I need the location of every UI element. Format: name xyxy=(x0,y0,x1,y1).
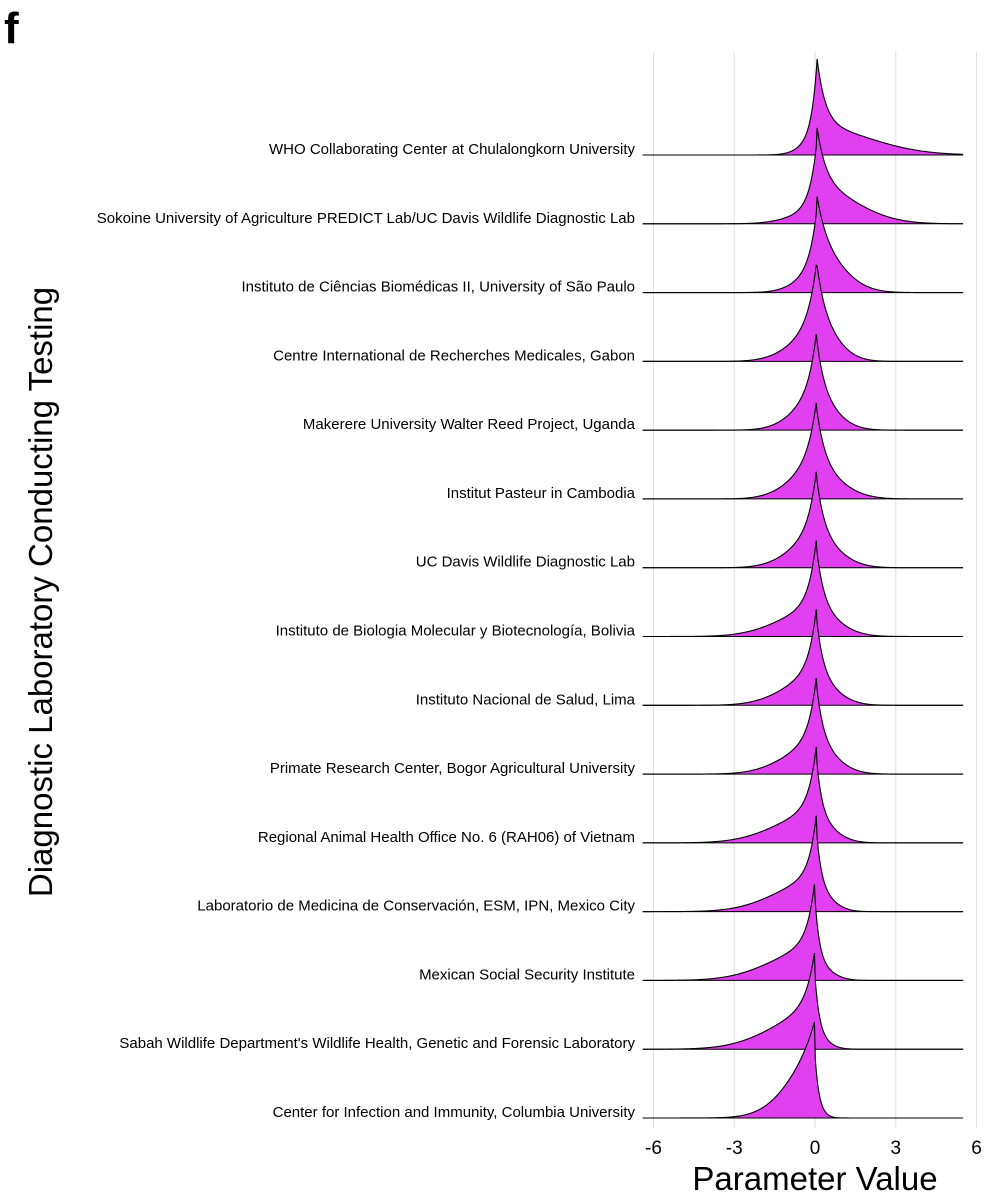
x-tick-label: -3 xyxy=(726,1138,743,1159)
ridge-fill xyxy=(642,334,964,431)
category-label: Institut Pasteur in Cambodia xyxy=(447,485,636,502)
ridge-fill xyxy=(642,265,964,362)
ridge-fill xyxy=(642,678,964,775)
ridges xyxy=(642,58,964,1119)
ridge-fill xyxy=(642,1022,964,1118)
ridge-fill xyxy=(642,815,964,912)
category-label: Sabah Wildlife Department's Wildlife Hea… xyxy=(119,1035,635,1052)
ridge-fill xyxy=(642,471,964,568)
category-label: Center for Infection and Immunity, Colum… xyxy=(273,1104,636,1121)
x-tick-label: 3 xyxy=(890,1138,901,1159)
ridge xyxy=(642,678,964,775)
ridge-fill xyxy=(642,746,964,843)
ridge xyxy=(642,196,964,294)
ridge-fill xyxy=(642,609,964,706)
panel-label: f xyxy=(4,4,19,53)
category-label: Instituto de Biologia Molecular y Biotec… xyxy=(276,623,636,640)
ridge xyxy=(642,540,964,638)
category-label: Mexican Social Security Institute xyxy=(419,966,635,983)
ridge xyxy=(642,402,964,500)
category-label: Instituto de Ciências Biomédicas II, Uni… xyxy=(241,279,635,296)
ridge-fill xyxy=(642,540,964,637)
ridge xyxy=(642,58,964,156)
category-label: UC Davis Wildlife Diagnostic Lab xyxy=(416,554,635,571)
category-label: Primate Research Center, Bogor Agricultu… xyxy=(270,760,636,777)
ridge xyxy=(642,953,964,1050)
category-label: Instituto Nacional de Salud, Lima xyxy=(416,691,636,708)
ridge xyxy=(642,471,964,569)
x-tick-label: 0 xyxy=(810,1138,821,1159)
category-label: Laboratorio de Medicina de Conservación,… xyxy=(197,898,635,915)
ridge xyxy=(642,815,964,913)
category-labels: WHO Collaborating Center at Chulalongkor… xyxy=(97,141,636,1121)
ridge xyxy=(642,746,964,844)
ridge xyxy=(642,884,964,981)
ridge xyxy=(642,609,964,706)
x-tick-label: 6 xyxy=(971,1138,982,1159)
ridge xyxy=(642,264,964,362)
x-axis-title: Parameter Value xyxy=(692,1160,937,1197)
ridge xyxy=(642,334,964,431)
category-label: Regional Animal Health Office No. 6 (RAH… xyxy=(258,829,635,846)
category-label: Sokoine University of Agriculture PREDIC… xyxy=(97,210,635,227)
ridge xyxy=(642,1021,964,1119)
ridge-fill xyxy=(642,196,964,293)
y-axis-title: Diagnostic Laboratory Conducting Testing xyxy=(22,287,59,897)
category-label: Centre International de Recherches Medic… xyxy=(273,347,635,364)
ridge-fill xyxy=(642,884,964,981)
ridge-fill xyxy=(642,402,964,499)
ridge xyxy=(642,127,964,225)
x-tick-label: -6 xyxy=(645,1138,662,1159)
category-label: Makerere University Walter Reed Project,… xyxy=(303,416,636,433)
ridge-outline xyxy=(642,58,964,156)
category-label: WHO Collaborating Center at Chulalongkor… xyxy=(269,141,635,158)
ridge-fill xyxy=(642,953,964,1050)
x-tick-labels: -6 -3 0 3 6 xyxy=(645,1138,982,1159)
